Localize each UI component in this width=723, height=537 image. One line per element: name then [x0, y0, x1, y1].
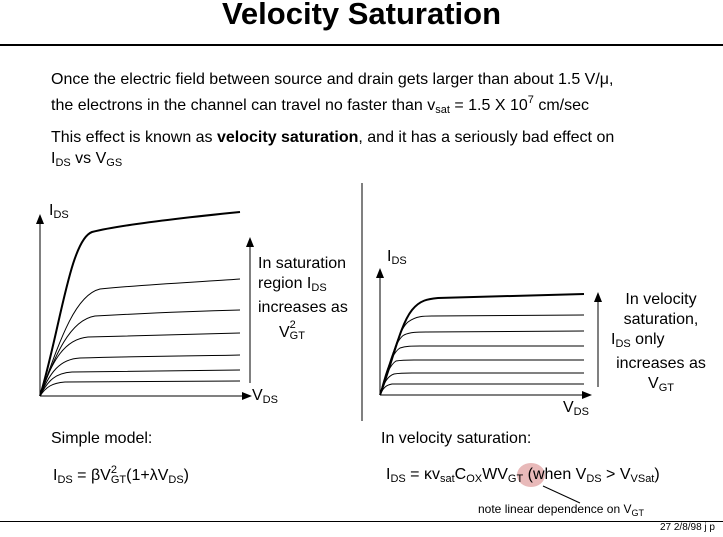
intro-line-2: the electrons in the channel can travel …: [51, 94, 590, 116]
page-title: Velocity Saturation: [221, 0, 502, 31]
left-curve-1: [39, 211, 241, 397]
left-curve-6: [39, 369, 241, 397]
footer-rule: [0, 521, 723, 522]
left-x-arrowhead: [242, 392, 252, 400]
right-arrowhead-up: [594, 292, 602, 302]
right-y-axis-label: IDS: [387, 248, 407, 267]
right-curve-7: [379, 383, 584, 396]
annotation-note: note linear dependence on VGT: [478, 502, 644, 518]
simple-model-heading: Simple model:: [51, 430, 153, 447]
velocity-saturation-term: velocity saturation: [217, 129, 359, 146]
vsat-model-formula: IDS = κvsatCOXWVGT (when VDS > VVSat): [386, 466, 660, 485]
right-curve-5: [379, 359, 584, 396]
left-curve-2: [39, 278, 241, 397]
right-curve-6: [379, 372, 584, 396]
intro-line-1: Once the electric field between source a…: [51, 71, 614, 88]
vsat-model-heading: In velocity saturation:: [381, 430, 532, 447]
right-x-axis-label: VDS: [563, 399, 589, 418]
vgt-highlight: [517, 463, 545, 487]
left-curve-5: [39, 354, 241, 397]
left-curve-7: [39, 380, 241, 397]
right-y-arrowhead: [376, 268, 384, 278]
title-rule: [0, 44, 723, 46]
right-curve-2: [379, 314, 585, 396]
left-arrowhead-up: [246, 237, 254, 247]
left-curve-3: [39, 309, 241, 397]
right-curve-1: [379, 293, 585, 396]
footer-text: 27 2/8/98 j p: [659, 522, 715, 533]
right-graph-note: In velocity saturation, IDS only increas…: [611, 291, 706, 394]
intro-paragraph: Once the electric field between source a…: [51, 69, 613, 121]
left-curve-4: [39, 332, 241, 397]
right-curve-4: [379, 345, 584, 396]
effect-line-1: This effect is known as velocity saturat…: [51, 129, 615, 146]
effect-paragraph: This effect is known as velocity saturat…: [51, 127, 614, 174]
right-x-arrowhead: [582, 391, 592, 399]
left-y-arrowhead: [36, 214, 44, 224]
right-curve-3: [379, 330, 585, 396]
annotation-pointer: [542, 485, 581, 504]
left-x-axis-label: VDS: [252, 387, 278, 406]
effect-line-2: IDS vs VGS: [51, 150, 123, 169]
simple-model-formula: IDS = βV 2 GT (1+λVDS): [53, 464, 189, 487]
left-y-axis-label: IDS: [49, 202, 69, 221]
